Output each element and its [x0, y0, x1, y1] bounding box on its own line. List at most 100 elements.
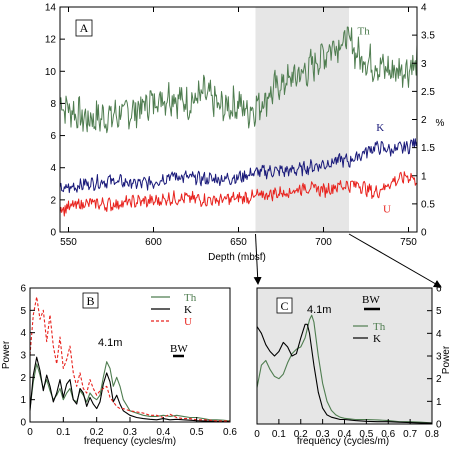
y-tick-label: 4: [50, 163, 56, 174]
y-tick-label: 6: [50, 131, 56, 142]
x-tick-label: 0.6: [381, 429, 395, 440]
panel-b-ylabel: Power: [1, 340, 12, 369]
shaded-depth-interval: [255, 7, 349, 232]
connector-arrow-left: [253, 233, 262, 285]
series-line-th: [59, 26, 418, 134]
y-tick-label: 0: [50, 228, 56, 239]
x-tick-label: 0.5: [190, 427, 204, 438]
x-tick-label: 0.7: [403, 429, 417, 440]
y-tick-label: 1.5: [421, 143, 435, 154]
panel-a-label-box: A: [75, 19, 93, 37]
panel-b-series: [29, 296, 231, 423]
panel-c-label-box: C: [276, 297, 293, 314]
x-tick-label: 0.1: [272, 429, 286, 440]
series-label-th: Th: [358, 25, 371, 37]
series-line-k: [59, 138, 418, 194]
y-tick-label: 3: [20, 351, 26, 362]
y-tick-label: 5: [20, 306, 26, 317]
y-tick-label: 2.5: [421, 87, 435, 98]
legend-label-th: Th: [184, 292, 197, 304]
x-tick-label: 700: [315, 237, 332, 248]
x-tick-label: 600: [145, 237, 162, 248]
panel-c-series: [256, 314, 433, 424]
x-tick-label: 0.2: [90, 427, 104, 438]
panel-c-label: C: [280, 299, 288, 313]
y-tick-label: 4: [421, 3, 427, 14]
y-tick-label: 6: [20, 284, 26, 295]
panel-b-period-annotation: 4.1m: [98, 337, 122, 349]
panel-c-xlabel: frequency (cycles/m): [297, 436, 389, 447]
y-tick-label: 4: [436, 329, 442, 340]
y-tick-label: 2: [50, 195, 56, 206]
x-tick-label: 0: [254, 429, 260, 440]
x-tick-label: 0.4: [338, 429, 352, 440]
y-tick-label: 1: [436, 397, 442, 408]
y-tick-label: 2: [421, 115, 427, 126]
y-tick-label: 3: [436, 352, 442, 363]
y-tick-label: 0: [20, 418, 26, 429]
y-tick-label: 1: [20, 395, 26, 406]
panel-b-bw-label: BW: [170, 343, 188, 355]
y-tick-label: 0: [436, 420, 442, 431]
y-tick-label: 0.5: [421, 199, 435, 210]
y-tick-label: 3: [421, 59, 427, 70]
series-line-u: [29, 296, 230, 422]
legend-label-k: K: [373, 333, 381, 345]
panel-a-ticks: 550 600 650 700 750 0 2 4 6 8 10 12 14 0 0.5 1 1.5 2 2.5 3 3…: [45, 3, 435, 249]
panel-a-annotations: Th K U: [358, 25, 392, 215]
legend-label-k: K: [184, 304, 192, 316]
x-tick-label: 0.6: [223, 427, 237, 438]
x-tick-label: 0.8: [425, 429, 439, 440]
panel-c-ylabel: Power: [441, 345, 452, 374]
panel-a-right-ylabel: %: [436, 118, 445, 129]
connector-arrow-right: [348, 233, 442, 288]
x-tick-label: 0.5: [359, 429, 373, 440]
panel-b-xlabel: frequency (cycles/m): [84, 436, 176, 447]
y-tick-label: 2: [20, 373, 26, 384]
y-tick-label: 3.5: [421, 31, 435, 42]
panel-b-ticks: 0 0.1 0.2 0.3 0.4 0.5 0.6 0 1 2 3 4 5 6: [20, 284, 237, 439]
series-label-k: K: [376, 122, 384, 134]
x-tick-label: 0.2: [294, 429, 308, 440]
panel-c-bw-label: BW: [362, 294, 380, 306]
legend-label-u: U: [184, 316, 192, 328]
x-tick-label: 0: [27, 427, 33, 438]
y-tick-label: 6: [436, 284, 442, 295]
y-tick-label: 10: [45, 67, 57, 78]
x-tick-label: 0.3: [123, 427, 137, 438]
y-tick-label: 5: [436, 306, 442, 317]
x-tick-label: 0.4: [156, 427, 170, 438]
y-tick-label: 2: [436, 374, 442, 385]
panel-a-xlabel: Depth (mbsf): [208, 252, 266, 263]
panel-c-legend: ThK: [353, 321, 386, 345]
y-tick-label: 0: [421, 228, 427, 239]
x-tick-label: 0.1: [56, 427, 70, 438]
panel-c-period-annotation: 4.1m: [307, 304, 331, 316]
x-tick-label: 0.3: [316, 429, 330, 440]
series-line-th: [256, 314, 433, 424]
series-line-k: [29, 356, 230, 423]
y-tick-label: 14: [45, 3, 57, 14]
x-tick-label: 750: [400, 237, 417, 248]
panel-a: 550 600 650 700 750 0 2 4 6 8 10 12 14 0 0.5 1 1.5 2 2.5 3 3…: [45, 3, 445, 264]
panel-b-frame: [29, 287, 231, 423]
y-tick-label: 12: [45, 35, 57, 46]
series-line-th: [29, 361, 231, 422]
panel-a-series: [59, 26, 418, 217]
panel-b-label: B: [86, 294, 94, 308]
series-line-u: [59, 171, 418, 217]
y-tick-label: 8: [50, 99, 56, 110]
x-tick-label: 650: [230, 237, 247, 248]
panel-b-label-box: B: [82, 292, 99, 309]
y-tick-label: 1: [421, 171, 427, 182]
panel-a-label: A: [80, 21, 89, 35]
legend-label-th: Th: [373, 321, 386, 333]
x-tick-label: 550: [60, 237, 77, 248]
series-label-u: U: [383, 204, 391, 216]
series-line-k: [256, 323, 433, 424]
